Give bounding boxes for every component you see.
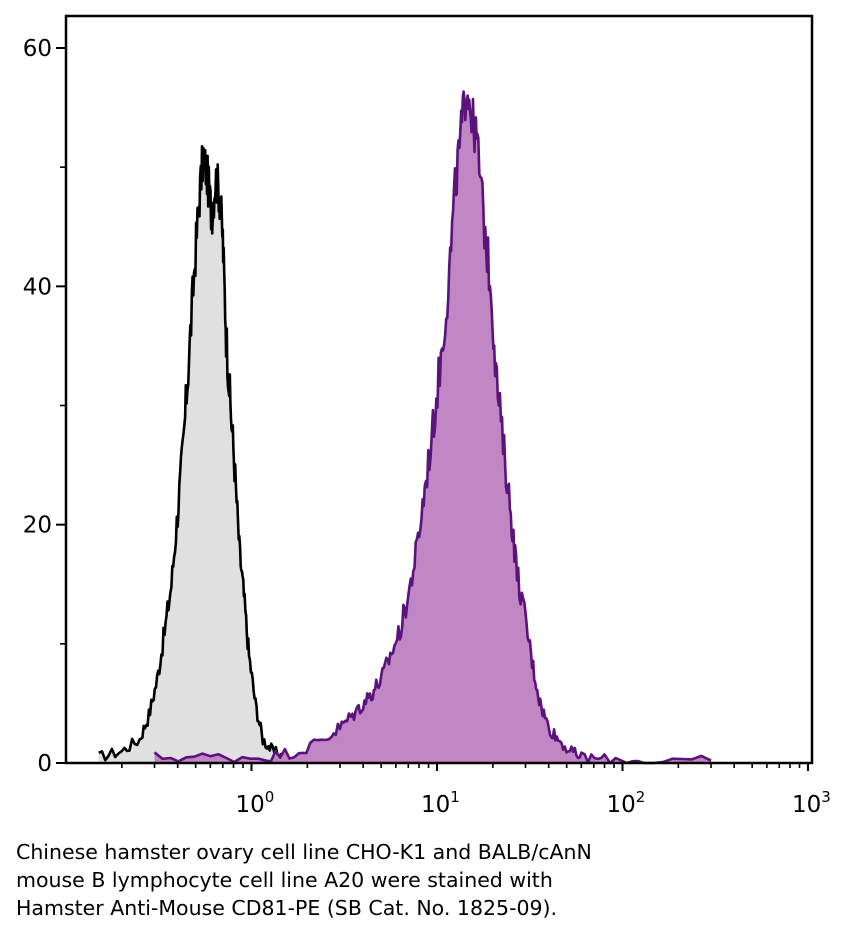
y-tick-label-3: 40 bbox=[23, 274, 52, 300]
y-tick-label-2: 20 bbox=[23, 513, 52, 539]
series-2-line bbox=[153, 90, 712, 765]
axis-layer: 100 101 102 103 0 20 40 60 bbox=[23, 36, 831, 818]
y-tick-label-4: 60 bbox=[23, 36, 52, 62]
x-tick-label-3: 102 bbox=[607, 788, 646, 818]
x-tick-label-4: 103 bbox=[792, 788, 831, 818]
plot-frame bbox=[64, 14, 814, 765]
caption-line-3: Hamster Anti-Mouse CD81-PE (SB Cat. No. … bbox=[16, 896, 558, 920]
caption-line-1: Chinese hamster ovary cell line CHO-K1 a… bbox=[16, 840, 592, 864]
histogram-chart: 100 101 102 103 0 20 40 60 bbox=[23, 14, 831, 818]
caption-line-2: mouse B lymphocyte cell line A20 were st… bbox=[16, 868, 553, 892]
series-1-area bbox=[98, 146, 285, 764]
series-layer bbox=[98, 90, 712, 765]
y-tick-label-1: 0 bbox=[37, 751, 52, 777]
x-tick-label-2: 101 bbox=[421, 788, 460, 818]
x-tick-label-1: 100 bbox=[236, 788, 275, 818]
figure-caption: Chinese hamster ovary cell line CHO-K1 a… bbox=[16, 838, 836, 922]
series-1-line bbox=[98, 145, 286, 762]
